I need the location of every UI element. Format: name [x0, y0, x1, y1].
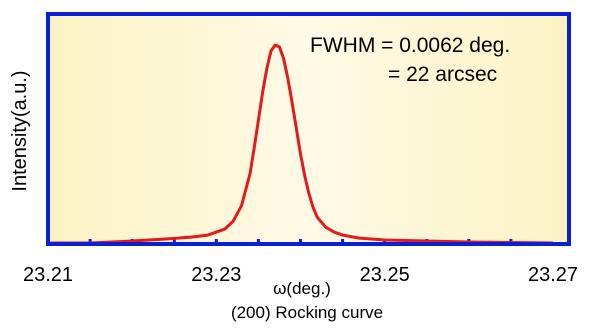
x-axis-label: ω(deg.)	[273, 279, 331, 298]
x-tick-label: 23.27	[528, 264, 578, 286]
x-minor-tick	[172, 239, 176, 244]
x-minor-tick	[299, 239, 302, 244]
x-minor-tick	[256, 239, 260, 244]
y-axis-label: Intensity(a.u.)	[9, 70, 31, 191]
rocking-curve-line	[48, 43, 554, 245]
arcsec-annotation: = 22 arcsec	[388, 63, 497, 86]
plot-area	[48, 14, 569, 244]
x-axis-tick-labels: 23.21 23.23 23.25 23.27	[23, 264, 578, 286]
x-tick-label: 23.23	[191, 264, 241, 286]
x-tick-label: 23.25	[360, 264, 410, 286]
fwhm-annotation: FWHM = 0.0062 deg.	[310, 34, 510, 57]
chart-title: (200) Rocking curve	[231, 303, 383, 322]
plot-frame	[46, 12, 571, 246]
x-minor-tick	[341, 239, 345, 244]
x-tick-label: 23.21	[23, 264, 73, 286]
x-minor-tick	[214, 239, 218, 244]
